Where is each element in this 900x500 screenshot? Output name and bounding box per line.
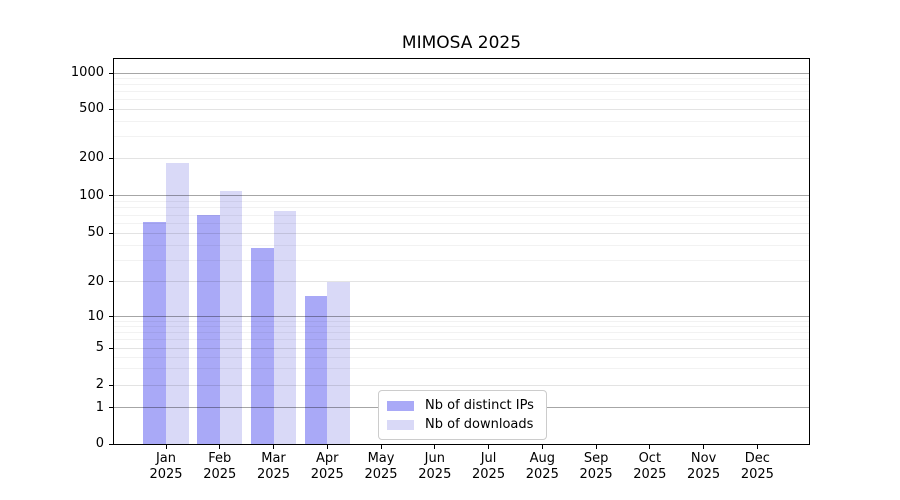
y-tick-mark [109,347,113,349]
x-tick-label: Dec 2025 [740,451,774,482]
y-tick-label: 10 [87,308,104,324]
legend-label-distinct-ips: Nb of distinct IPs [425,398,534,413]
gridline [114,281,809,283]
gridline [114,108,809,110]
y-tick-label: 100 [79,187,104,203]
y-tick-mark [109,72,113,74]
legend-item-distinct-ips: Nb of distinct IPs [387,396,534,415]
gridline-minor [114,339,809,341]
plot-inner [114,59,809,444]
gridline [114,384,809,386]
bar-distinct-ips-mar [250,247,274,444]
x-tick-mark [219,445,221,449]
gridline-minor [114,84,809,86]
y-tick-mark [109,281,113,283]
x-tick-label: Jul 2025 [472,451,506,482]
y-tick-label: 0 [95,436,104,451]
gridline [114,316,809,318]
x-tick-mark [165,445,167,449]
chart-title: MIMOSA 2025 [401,33,522,53]
plot-area [113,58,810,445]
y-tick-mark [109,157,113,159]
gridline [114,195,809,197]
y-tick-mark [109,384,113,386]
y-tick-label: 20 [87,273,104,289]
legend-label-downloads: Nb of downloads [425,417,534,432]
bar-downloads-feb [219,190,243,444]
gridline-minor [114,259,809,261]
x-tick-mark [380,445,382,449]
x-tick-label: Oct 2025 [633,451,667,482]
y-tick-label: 1 [95,399,104,415]
gridline-minor [114,214,809,216]
bar-downloads-jan [166,162,189,444]
x-tick-label: Feb 2025 [203,451,237,482]
x-tick-mark [434,445,436,449]
x-tick-label: Jun 2025 [418,451,452,482]
y-tick-label: 2 [95,377,104,392]
y-tick-mark [109,195,113,197]
legend: Nb of distinct IPs Nb of downloads [378,390,547,440]
y-tick-label: 5 [95,340,104,356]
gridline [114,347,809,349]
y-tick-label: 200 [79,150,104,166]
bar-distinct-ips-feb [197,215,220,444]
gridline-minor [114,120,809,122]
y-tick-mark [109,443,113,445]
x-tick-mark [595,445,597,449]
gridline-minor [114,332,809,334]
gridline [114,157,809,159]
gridline-minor [114,91,809,93]
x-tick-mark [649,445,651,449]
bar-distinct-ips-jan [143,221,166,444]
bar-downloads-apr [327,281,350,444]
x-tick-mark [326,445,328,449]
x-tick-mark [756,445,758,449]
x-tick-mark [703,445,705,449]
y-tick-label: 50 [87,225,104,241]
gridline-minor [114,368,809,370]
gridline [114,232,809,234]
y-tick-label: 1000 [70,65,104,81]
x-tick-label: Nov 2025 [687,451,721,482]
gridline-minor [114,78,809,80]
x-tick-label: Mar 2025 [256,451,291,482]
gridline-minor [114,207,809,209]
gridline-minor [114,136,809,138]
x-tick-label: May 2025 [364,451,398,482]
bar-distinct-ips-apr [304,296,328,444]
gridline-minor [114,244,809,246]
y-tick-mark [109,316,113,318]
gridline [114,72,809,74]
y-tick-mark [109,232,113,234]
legend-item-downloads: Nb of downloads [387,415,534,434]
gridline-minor [114,321,809,322]
gridline-minor [114,99,809,101]
y-tick-label: 500 [79,101,104,117]
gridline-minor [114,326,809,328]
legend-swatch-downloads [387,419,414,430]
x-tick-label: Jan 2025 [149,451,183,482]
x-tick-label: Apr 2025 [310,451,344,482]
x-tick-mark [273,445,275,449]
gridline-minor [114,356,809,358]
x-tick-label: Aug 2025 [525,451,559,482]
bar-downloads-mar [273,211,297,444]
gridline-minor [114,222,809,224]
x-tick-label: Sep 2025 [579,451,613,482]
gridline-minor [114,200,809,202]
y-tick-mark [109,407,113,409]
y-tick-mark [109,108,113,110]
legend-swatch-distinct-ips [387,400,414,411]
x-tick-mark [541,445,543,449]
x-tick-mark [488,445,490,449]
